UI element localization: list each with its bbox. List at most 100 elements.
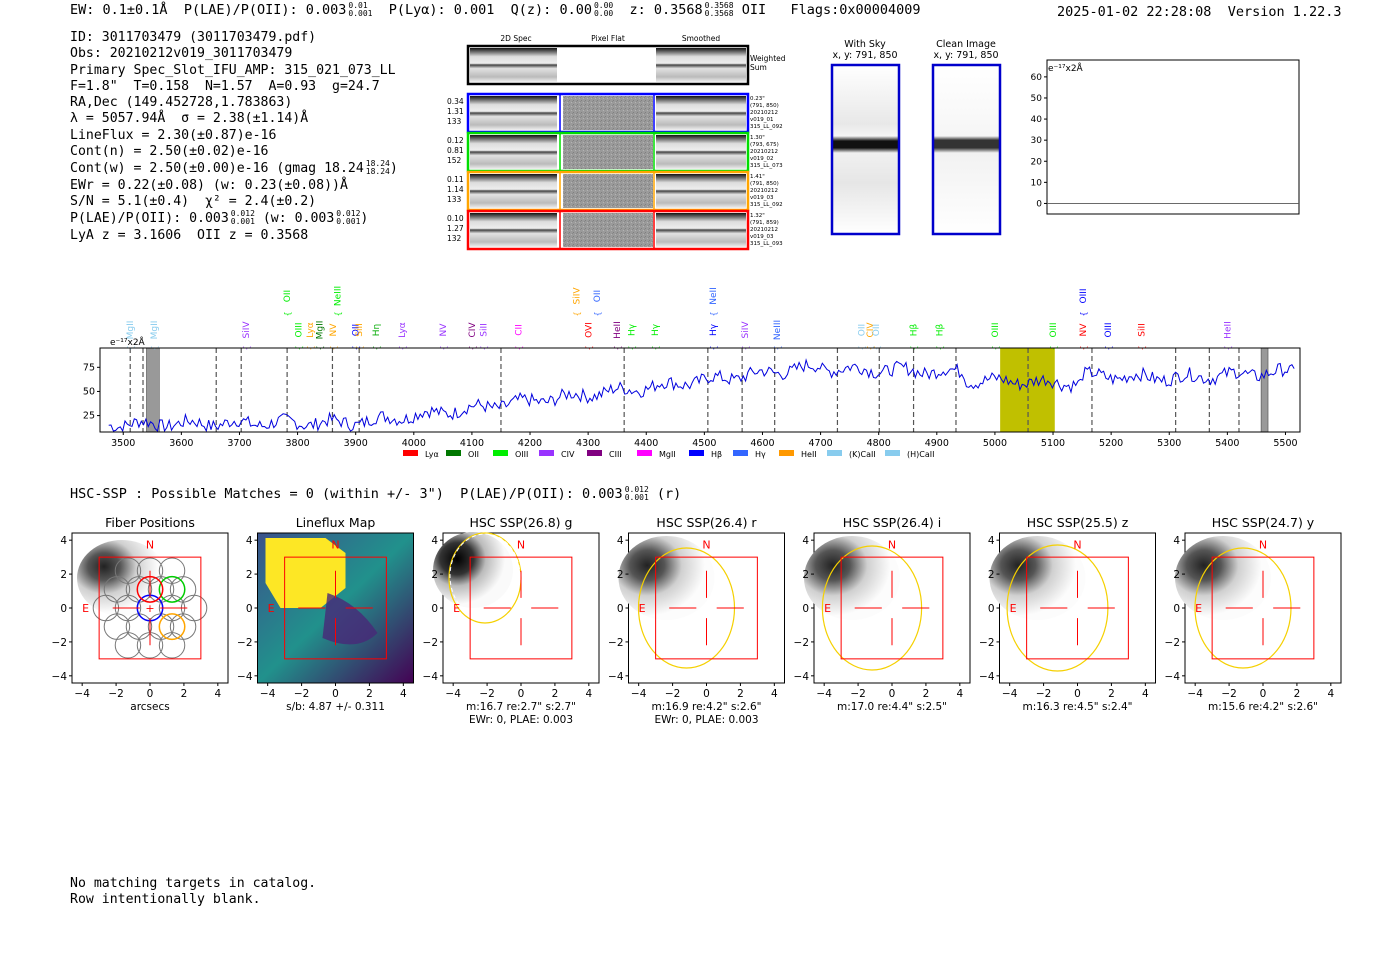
hsc-xtick: −2 (479, 688, 494, 700)
north-label: N (331, 539, 339, 552)
hsc-ytick: 2 (802, 569, 809, 581)
cutout-smooth (656, 96, 746, 130)
cutout-row-frame (466, 209, 750, 251)
col-flat-label: Pixel Flat (591, 34, 625, 43)
cutout-right-label: 1.30" (750, 135, 765, 141)
cutout-right-label: v019_02 (750, 156, 774, 162)
plae-value: P(LAE)/P(OII): 0.003 (183, 2, 347, 18)
cutout-spectra: 2D Spec Pixel Flat Smoothed Weighted Sum… (447, 34, 786, 251)
cutout-left-label: 133 (447, 117, 462, 126)
legend-swatch (403, 450, 418, 456)
line-bracket: { (709, 311, 718, 316)
legend-label: Hγ (755, 450, 766, 459)
legend-swatch (493, 450, 508, 456)
hsc-panel-title: HSC SSP(26.4) i (843, 515, 941, 530)
full-spectrum-ytick: 50 (83, 386, 95, 397)
hsc-panel: HSC SSP(26.8) g N E −4 −4 −2 −2 0 0 2 2 4 4 m:16.7 re… (423, 515, 600, 726)
cutout-left-label: 132 (447, 234, 462, 243)
search-box (1211, 556, 1315, 660)
clean-image (931, 63, 1002, 236)
east-label: E (824, 602, 831, 615)
masked-region (1260, 347, 1269, 433)
version: Version 1.22.3 (1227, 4, 1342, 20)
north-label: N (702, 539, 710, 552)
hsc-ytick: −2 (794, 637, 809, 649)
cutout-2d (470, 174, 557, 208)
line-fit-ytick: 10 (1031, 178, 1043, 188)
cutout-right-label: 1.41" (750, 174, 765, 180)
line-label: OII (857, 324, 867, 336)
col-smooth-label: Smoothed (682, 34, 721, 43)
full-spectrum-xtick: 3800 (285, 438, 309, 449)
legend-label: CIV (561, 450, 575, 459)
full-spectrum-xtick: 3700 (227, 438, 251, 449)
hsc-panel: HSC SSP(26.4) i N E −4 −4 −2 −2 0 0 2 2 4 4 m:17.0 re… (794, 515, 971, 713)
full-spectrum-xtick: 4800 (867, 438, 891, 449)
hsc-ytick: 4 (988, 535, 995, 547)
line-label: NV (1079, 323, 1089, 337)
full-spectrum-xtick: 5300 (1157, 438, 1181, 449)
hsc-panel-caption: m:16.9 re:4.2" s:2.6" (652, 701, 762, 713)
cutout-2d (470, 135, 557, 169)
hsc-xtick: 2 (1294, 688, 1301, 700)
line-fit-ytick: 40 (1031, 115, 1043, 125)
weighted-label-1: Weighted (750, 54, 786, 63)
legend-swatch (689, 450, 704, 456)
hsc-xtick: 0 (332, 688, 339, 700)
hsc-panel-caption: m:16.3 re:4.5" s:2.4" (1023, 701, 1133, 713)
line-label: Hη (372, 324, 382, 336)
cutout-left-label: 1.31 (447, 107, 464, 116)
full-spectrum-xtick: 4300 (576, 438, 600, 449)
line-fit-ytick: 50 (1031, 94, 1043, 104)
hsc-xtick: 4 (771, 688, 778, 700)
east-label: E (268, 602, 275, 615)
hsc-xtick: −2 (665, 688, 680, 700)
hsc-ytick: −4 (237, 671, 253, 683)
line-label: SiIV (741, 321, 751, 339)
line-fit-ytick: 30 (1031, 136, 1043, 146)
hsc-header: HSC-SSP : Possible Matches = 0 (within +… (70, 485, 682, 503)
cutout-right-label: 315_LL_093 (750, 241, 783, 247)
hsc-xtick: 2 (737, 688, 744, 700)
full-spectrum-xtick: 5000 (983, 438, 1007, 449)
hsc-panel: HSC SSP(25.5) z N E −4 −4 −2 −2 0 0 2 2 4 4 m:16.3 re… (979, 515, 1156, 713)
hsc-panel-title: HSC SSP(25.5) z (1027, 515, 1129, 530)
full-spectrum-xtick: 5200 (1099, 438, 1123, 449)
hsc-xtick: 0 (1260, 688, 1267, 700)
cutout-right-label: 20210212 (750, 110, 778, 116)
cutout-flat (563, 135, 653, 169)
full-spectrum-xtick: 4200 (518, 438, 542, 449)
east-label: E (82, 602, 89, 615)
hsc-panel: Lineflux Map N E −4 −4 −2 −2 0 0 2 2 4 4 s/b: 4.87 +/… (237, 515, 414, 713)
legend-label: OIII (515, 450, 528, 459)
line-label: OIII (1079, 288, 1089, 303)
legend-swatch (539, 450, 554, 456)
cutout-flat (563, 96, 653, 130)
hsc-ytick: 2 (60, 569, 67, 581)
legend-label: OII (468, 450, 479, 459)
galaxy-blob (618, 536, 715, 620)
catalog-line-1: No matching targets in catalog. (70, 876, 317, 891)
full-spectrum-xtick: 5500 (1273, 438, 1297, 449)
line-bracket: { (283, 311, 292, 316)
hsc-ytick: −4 (794, 671, 810, 683)
search-box (1026, 556, 1129, 660)
line-label: SiII (1137, 323, 1147, 337)
full-spectrum-xtick: 3900 (344, 438, 368, 449)
line-label: OII (872, 324, 882, 336)
galaxy-blob (433, 532, 513, 608)
cutout-smooth (656, 174, 746, 208)
hsc-xtick: 4 (1327, 688, 1334, 700)
line-label: NeIII (334, 286, 344, 306)
hsc-xtick: −2 (108, 688, 123, 700)
north-label: N (1259, 539, 1267, 552)
fiber-circle (158, 632, 186, 659)
hsc-ytick: −2 (52, 637, 67, 649)
cutout-left-label: 0.11 (447, 175, 464, 184)
hsc-ytick: 4 (246, 535, 253, 547)
weighted-sum-frame (466, 44, 750, 86)
cutout-right-label: (791, 850) (750, 103, 779, 109)
hsc-ytick: 2 (1173, 569, 1180, 581)
search-box (840, 556, 944, 660)
north-label: N (1073, 539, 1081, 552)
